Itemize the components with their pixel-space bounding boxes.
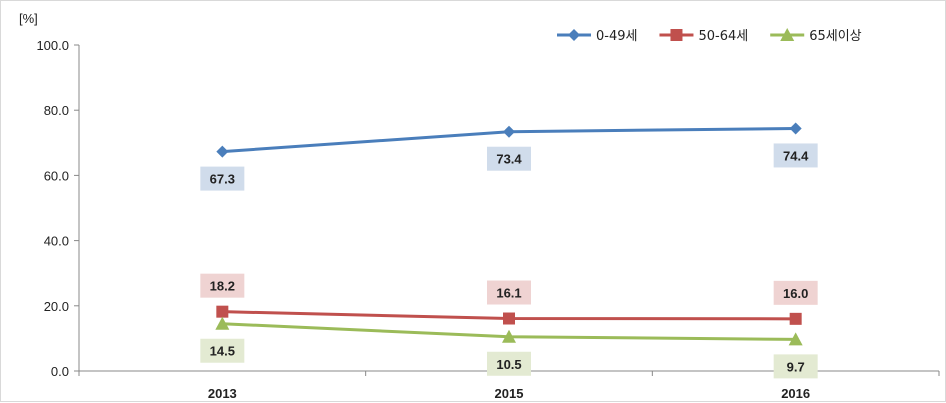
data-point <box>789 122 802 135</box>
data-label-box <box>773 280 818 305</box>
data-point <box>215 316 230 330</box>
data-label: 16.0 <box>783 286 808 301</box>
data-label-box <box>487 351 531 376</box>
data-point <box>503 312 515 325</box>
y-tick-label: 60.0 <box>44 168 69 183</box>
data-point <box>503 125 515 138</box>
data-label-box <box>200 273 245 298</box>
data-label-box <box>200 338 245 363</box>
y-tick-label: 80.0 <box>44 103 69 118</box>
data-label-box <box>773 143 818 168</box>
series-lines <box>215 122 803 346</box>
legend-marker <box>780 28 795 41</box>
y-unit-label: [%] <box>19 11 38 26</box>
legend-marker <box>670 29 683 41</box>
data-label: 73.4 <box>496 152 522 167</box>
y-tick-label: 100.0 <box>36 38 69 53</box>
legend-marker <box>568 29 580 41</box>
axes: 0.0 20.0 40.0 60.0 80.0 100.0 2013 2015 2016 <box>36 38 940 401</box>
data-point <box>788 332 803 346</box>
legend-entry: 65세이상 <box>809 29 861 44</box>
legend: 0-49세 50-64세 65세이상 <box>557 28 862 44</box>
data-point <box>502 329 516 343</box>
data-point <box>789 312 802 325</box>
x-tick-label: 2016 <box>781 386 810 401</box>
data-point <box>216 305 229 318</box>
data-label: 16.1 <box>496 286 521 301</box>
data-point <box>216 145 229 158</box>
data-label: 9.7 <box>787 359 805 374</box>
data-label-box <box>487 280 531 305</box>
y-tick-label: 20.0 <box>44 299 69 314</box>
data-label-box <box>487 146 531 171</box>
data-label: 14.5 <box>210 344 235 359</box>
x-tick-label: 2013 <box>208 386 237 401</box>
data-label: 67.3 <box>210 172 235 187</box>
data-label: 18.2 <box>210 279 235 294</box>
data-label-box <box>773 354 818 379</box>
legend-entry: 0-49세 <box>596 29 637 44</box>
legend-entry: 50-64세 <box>698 29 748 44</box>
data-label: 10.5 <box>496 357 521 372</box>
data-label: 74.4 <box>783 148 809 163</box>
x-tick-label: 2015 <box>495 386 524 401</box>
data-labels: 67.3 73.4 74.4 18.2 16.1 16.0 14.5 10.5 9.7 <box>200 143 818 379</box>
data-label-box <box>200 166 245 191</box>
y-tick-label: 0.0 <box>51 364 69 379</box>
y-tick-label: 40.0 <box>44 234 69 249</box>
